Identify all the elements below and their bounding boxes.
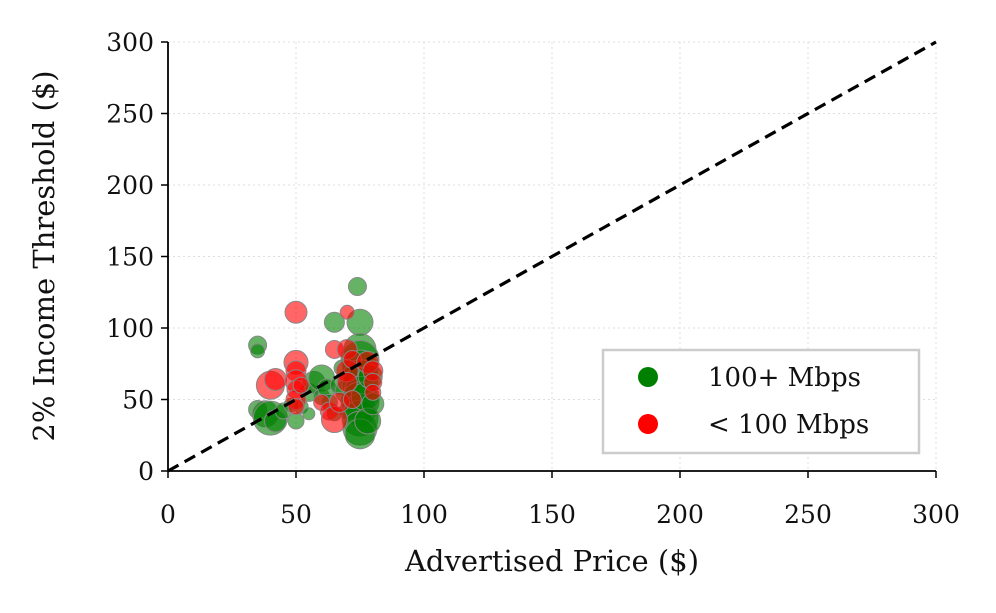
data-point-under-100 <box>292 376 310 394</box>
y-tick-label: 100 <box>106 314 154 343</box>
data-point-under-100 <box>264 367 288 391</box>
legend-marker-under-100 <box>638 414 658 434</box>
data-point-100-plus <box>323 311 345 333</box>
x-tick-label: 50 <box>280 500 312 529</box>
data-point-100-plus <box>287 412 305 430</box>
y-axis-label: 2% Income Threshold ($) <box>27 70 61 441</box>
x-tick-label: 0 <box>160 500 176 529</box>
legend-marker-100-plus <box>638 367 658 387</box>
y-tick-label: 250 <box>106 100 154 129</box>
data-point-under-100 <box>284 300 308 324</box>
legend-label-under-100: < 100 Mbps <box>708 410 869 440</box>
x-tick-label: 250 <box>784 500 832 529</box>
data-point-100-plus <box>347 277 367 297</box>
data-point-under-100 <box>342 390 362 409</box>
y-tick-label: 0 <box>138 457 154 486</box>
ticks: 0 50 100 150 200 250 300 0 50 100 150 200 250 300 <box>106 28 960 529</box>
legend-label-100-plus: 100+ Mbps <box>708 363 861 393</box>
x-tick-label: 150 <box>528 500 576 529</box>
data-point-under-100 <box>339 304 355 320</box>
y-tick-label: 200 <box>106 171 154 200</box>
identity-reference-line <box>167 40 937 473</box>
data-point-100-plus <box>250 343 266 359</box>
x-tick-label: 100 <box>400 500 448 529</box>
legend-box <box>601 348 921 455</box>
data-point-under-100 <box>364 383 382 401</box>
x-axis-label: Advertised Price ($) <box>404 544 699 578</box>
legend: 100+ Mbps < 100 Mbps <box>601 348 921 455</box>
y-tick-label: 300 <box>106 28 154 57</box>
data-points <box>248 277 385 450</box>
y-tick-label: 150 <box>106 243 154 272</box>
y-tick-label: 50 <box>122 386 154 415</box>
x-tick-label: 200 <box>656 500 704 529</box>
x-tick-label: 300 <box>912 500 960 529</box>
data-point-100-plus <box>302 407 316 421</box>
